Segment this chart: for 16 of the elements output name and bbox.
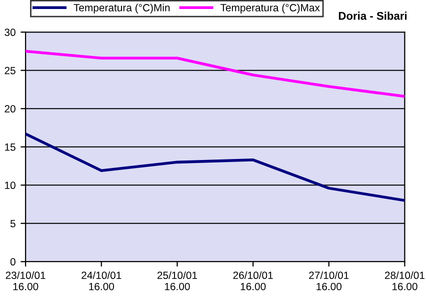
y-tick-label: 30 [4, 28, 16, 36]
x-tick-label: 27/10/01 16.00 [309, 271, 349, 290]
chart-title: Doria - Sibari [338, 12, 407, 20]
x-tick-label: 25/10/01 16.00 [157, 271, 197, 290]
x-tick-label: 28/10/01 16.00 [384, 271, 424, 290]
legend-label: Temperatura (°C)Max [220, 4, 320, 14]
y-tick-label: 10 [5, 182, 16, 190]
y-tick-label: 0 [10, 258, 16, 266]
x-tick-label: 26/10/01 16.00 [233, 271, 273, 290]
x-tick-label: 24/10/01 16.00 [82, 271, 122, 290]
legend-label: Temperatura (°C)Min [74, 4, 170, 14]
y-tick-label: 20 [4, 105, 16, 113]
y-tick-label: 5 [10, 220, 16, 228]
x-tick-label: 23/10/01 16.00 [6, 271, 46, 290]
y-tick-label: 15 [5, 143, 16, 151]
y-tick-label: 25 [4, 66, 16, 74]
